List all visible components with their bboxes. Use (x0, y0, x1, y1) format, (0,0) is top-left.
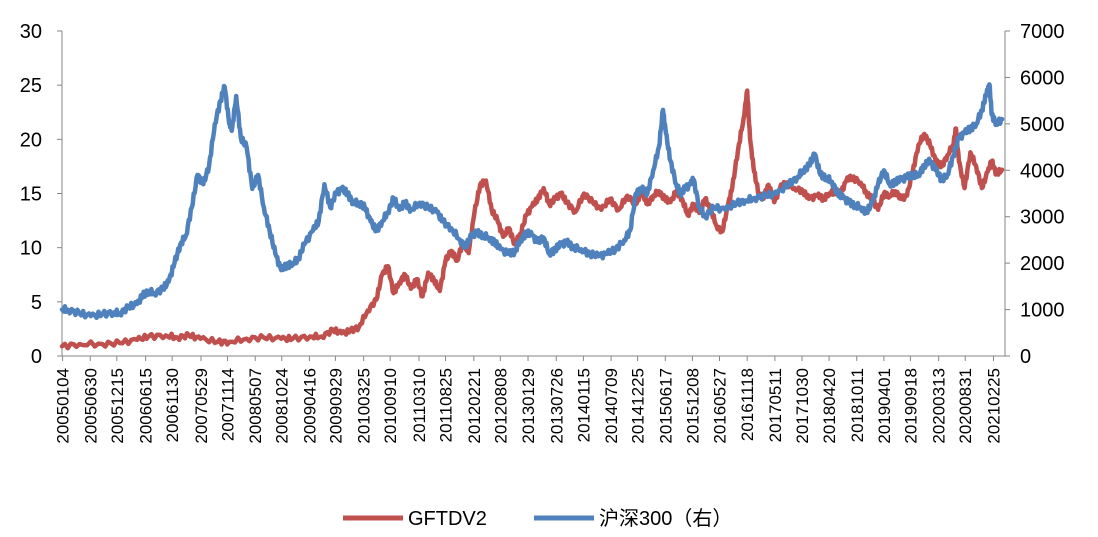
x-axis-tick-label: 20200313 (930, 368, 949, 444)
x-axis-tick-labels: 20050104 20050630 20051215 20060615 20061130… (54, 368, 1004, 444)
x-axis-tick-label: 20130129 (519, 368, 538, 444)
x-axis-tick-label: 20140115 (574, 368, 593, 442)
x-axis-tick-label: 20120808 (491, 368, 510, 444)
x-axis-tick-label: 20081024 (273, 368, 292, 444)
right-axis-tick-label: 5000 (1020, 114, 1065, 136)
right-axis-tick-label: 3000 (1020, 207, 1065, 229)
x-axis-tick-label: 20070529 (192, 368, 211, 444)
x-axis-tick-label: 20151208 (683, 368, 702, 444)
x-axis-tick-label: 20141225 (629, 368, 648, 444)
legend-label: 沪深300（右） (599, 507, 732, 530)
x-axis-tick-label: 20100910 (381, 368, 400, 444)
right-axis-tick-labels: 0 1000 2000 3000 4000 5000 6000 7000 (1020, 21, 1065, 368)
series-line-gftdv2 (59, 88, 1005, 351)
x-axis-tick-label: 20200831 (956, 368, 975, 444)
left-axis-tick-label: 5 (31, 292, 42, 314)
right-axis-tick-label: 6000 (1020, 67, 1065, 89)
x-axis-tick-label: 20171030 (793, 368, 812, 444)
x-axis-tick-label: 20100325 (355, 368, 374, 444)
x-axis-tick-label: 20051215 (108, 368, 127, 444)
left-axis-tick-labels: 0 5 10 15 20 25 30 (20, 21, 42, 368)
right-axis-tick-label: 1000 (1020, 300, 1065, 322)
legend-label: GFTDV2 (408, 508, 487, 530)
chart-legend: GFTDV2 沪深300（右） (343, 507, 732, 530)
x-axis-tick-label: 20161118 (738, 368, 757, 441)
chart-series (59, 82, 1005, 351)
right-axis-tick-label: 4000 (1020, 160, 1065, 182)
left-axis-tick-label: 30 (20, 21, 42, 43)
x-axis-tick-label: 20190918 (901, 368, 920, 444)
x-axis-tick-label: 20150617 (656, 368, 675, 444)
chart-axes (57, 30, 1010, 361)
x-axis-tick-label: 20080507 (246, 368, 265, 444)
series-line-hs300 (59, 82, 1005, 321)
x-axis-tick-label: 20181011 (848, 368, 867, 442)
right-axis-tick-label: 2000 (1020, 253, 1065, 275)
left-axis-tick-label: 20 (20, 129, 42, 151)
x-axis-tick-label: 20050104 (54, 368, 73, 444)
left-axis-tick-label: 10 (20, 238, 42, 260)
x-axis-tick-label: 20160527 (711, 368, 730, 444)
left-axis-tick-label: 25 (20, 75, 42, 97)
x-axis-tick-label: 20090929 (326, 368, 345, 444)
x-axis-tick-label: 20090416 (300, 368, 319, 444)
x-axis-tick-label: 20061130 (163, 368, 182, 442)
x-axis-tick-label: 20210225 (984, 368, 1003, 444)
left-axis-tick-label: 0 (31, 346, 42, 368)
x-axis-tick-label: 20130726 (547, 368, 566, 444)
x-axis-tick-label: 20170511 (766, 368, 785, 442)
x-axis-tick-label: 20060615 (137, 368, 156, 444)
x-axis-tick-label: 20180420 (820, 368, 839, 444)
x-axis-tick-label: 20110310 (410, 368, 429, 442)
right-axis-tick-label: 7000 (1020, 21, 1065, 43)
left-axis-tick-label: 15 (20, 184, 42, 206)
x-axis-tick-label: 20110825 (437, 368, 456, 442)
x-axis-tick-label: 20140709 (602, 368, 621, 444)
x-axis-tick-label: 20050630 (81, 368, 100, 444)
x-axis-tick-label: 20071114 (219, 368, 238, 441)
x-axis-tick-label: 20120221 (465, 368, 484, 444)
x-axis-tick-label: 20190401 (875, 368, 894, 444)
right-axis-tick-label: 0 (1020, 346, 1031, 368)
